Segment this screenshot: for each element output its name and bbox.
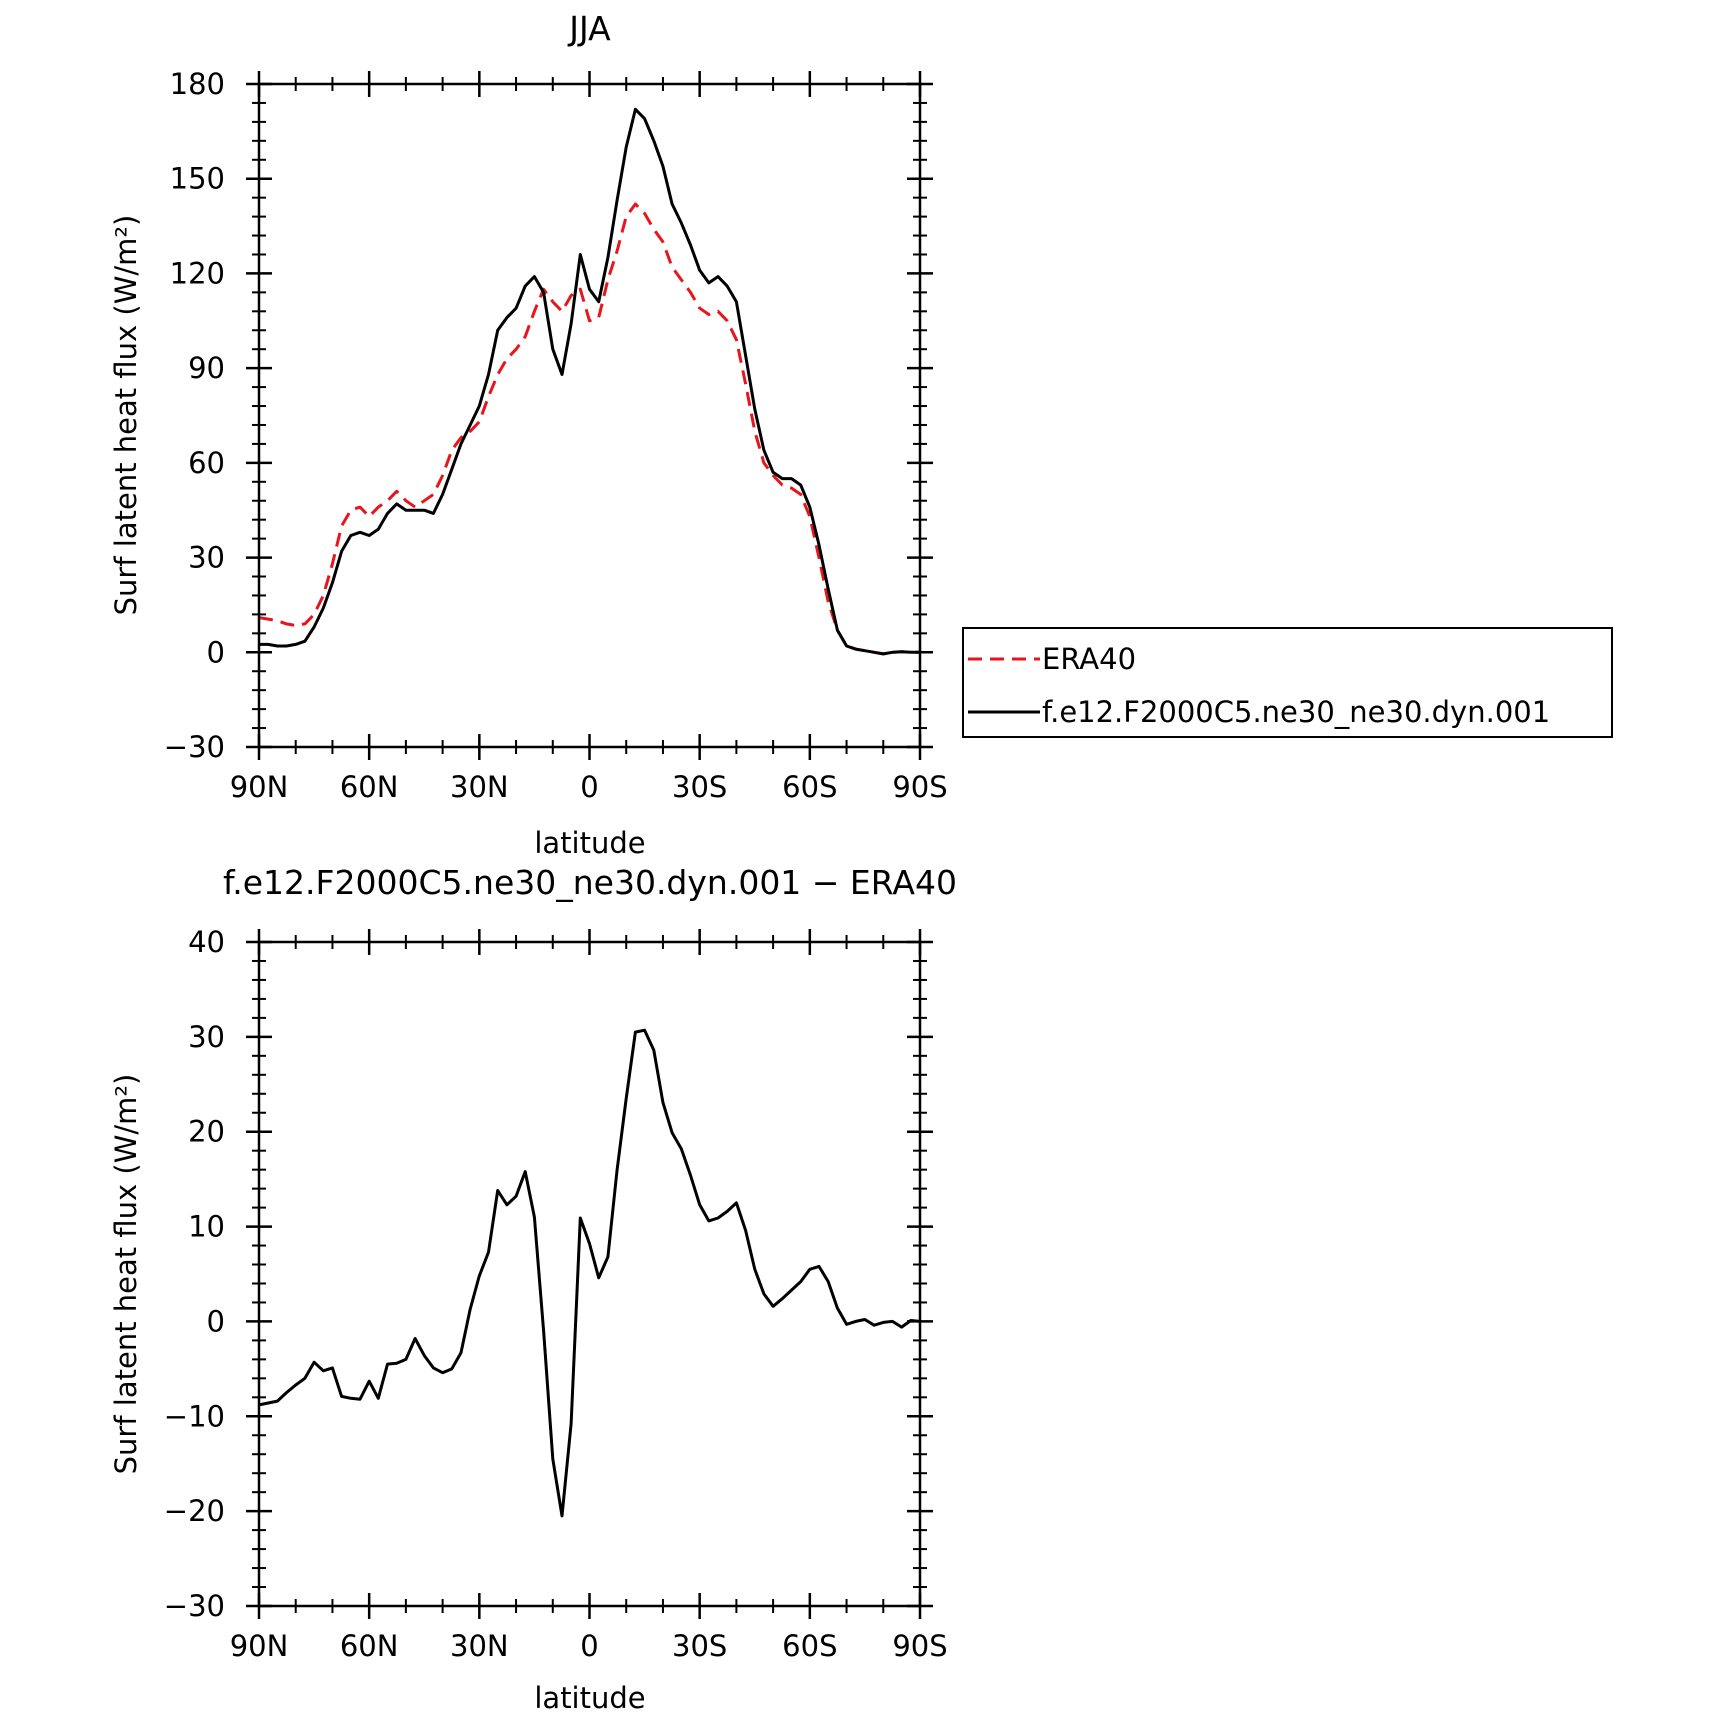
bottom-x-tick-label: 60N bbox=[340, 1629, 399, 1663]
top-y-tick-label: 90 bbox=[188, 351, 225, 385]
top-panel: JJA 90N 60N 30N 0 30S 60S 90S −30 0 30 60 90 120 150 1… bbox=[109, 9, 1613, 860]
legend-label-model: f.e12.F2000C5.ne30_ne30.dyn.001 bbox=[1042, 695, 1550, 729]
bottom-y-tick-label: 0 bbox=[207, 1304, 225, 1338]
bottom-y-tick-label: 30 bbox=[188, 1020, 225, 1054]
bottom-x-tick-label: 90S bbox=[892, 1629, 947, 1663]
bottom-x-tick-label: 30N bbox=[450, 1629, 509, 1663]
bottom-x-tick-label: 90N bbox=[230, 1629, 289, 1663]
legend: ERA40 f.e12.F2000C5.ne30_ne30.dyn.001 bbox=[962, 627, 1613, 738]
bottom-plot-title: f.e12.F2000C5.ne30_ne30.dyn.001 − ERA40 bbox=[223, 863, 957, 902]
top-y-tick-label: 150 bbox=[170, 162, 225, 196]
legend-box bbox=[962, 627, 1613, 738]
bottom-y-tick-label: 20 bbox=[188, 1115, 225, 1149]
top-y-axis-title: Surf latent heat flux (W/m²) bbox=[109, 215, 143, 616]
bottom-y-tick-label: 10 bbox=[188, 1210, 225, 1244]
top-x-tick-label: 90S bbox=[892, 770, 947, 804]
bottom-y-tick-label: −10 bbox=[164, 1399, 225, 1433]
bottom-y-tick-label: 40 bbox=[188, 925, 225, 959]
bottom-tick-labels: 90N 60N 30N 0 30S 60S 90S −30 −20 −10 0 10 20 30 40 bbox=[164, 925, 948, 1663]
bottom-x-tick-label: 0 bbox=[580, 1629, 598, 1663]
top-y-tick-label: 180 bbox=[170, 67, 225, 101]
bottom-plot-frame bbox=[257, 940, 922, 1608]
top-x-tick-label: 60S bbox=[782, 770, 837, 804]
top-y-tick-label: 60 bbox=[188, 446, 225, 480]
bottom-y-tick-label: −30 bbox=[164, 1589, 225, 1623]
bottom-x-tick-label: 60S bbox=[782, 1629, 837, 1663]
bottom-y-axis-title: Surf latent heat flux (W/m²) bbox=[109, 1074, 143, 1475]
bottom-y-tick-label: −20 bbox=[164, 1494, 225, 1528]
bottom-series-group bbox=[258, 1028, 921, 1518]
bottom-series-line-difference bbox=[258, 1028, 921, 1518]
top-ticks bbox=[246, 71, 933, 760]
top-tick-labels: 90N 60N 30N 0 30S 60S 90S −30 0 30 60 90 120 150 180 bbox=[164, 67, 948, 804]
bottom-ticks bbox=[246, 929, 933, 1619]
top-y-tick-label: 0 bbox=[207, 635, 225, 669]
top-x-axis-title: latitude bbox=[534, 826, 645, 860]
top-y-tick-label: 30 bbox=[188, 541, 225, 575]
bottom-x-axis-title: latitude bbox=[534, 1681, 645, 1713]
top-plot-frame bbox=[257, 82, 922, 749]
top-y-tick-label: −30 bbox=[164, 730, 225, 764]
top-x-tick-label: 90N bbox=[230, 770, 289, 804]
bottom-x-tick-label: 30S bbox=[672, 1629, 727, 1663]
top-y-tick-label: 120 bbox=[170, 256, 225, 290]
top-x-tick-label: 60N bbox=[340, 770, 399, 804]
top-plot-title: JJA bbox=[567, 9, 611, 48]
top-x-tick-label: 30S bbox=[672, 770, 727, 804]
top-series-line-era40 bbox=[258, 202, 920, 656]
top-series-line-f-e12-f2000c5-ne30-ne30-dyn-001 bbox=[259, 107, 920, 656]
bottom-panel: f.e12.F2000C5.ne30_ne30.dyn.001 − ERA40 … bbox=[109, 863, 957, 1713]
top-x-tick-label: 0 bbox=[580, 770, 598, 804]
legend-label-era40: ERA40 bbox=[1042, 642, 1136, 676]
top-series-group bbox=[258, 107, 920, 656]
top-x-tick-label: 30N bbox=[450, 770, 509, 804]
